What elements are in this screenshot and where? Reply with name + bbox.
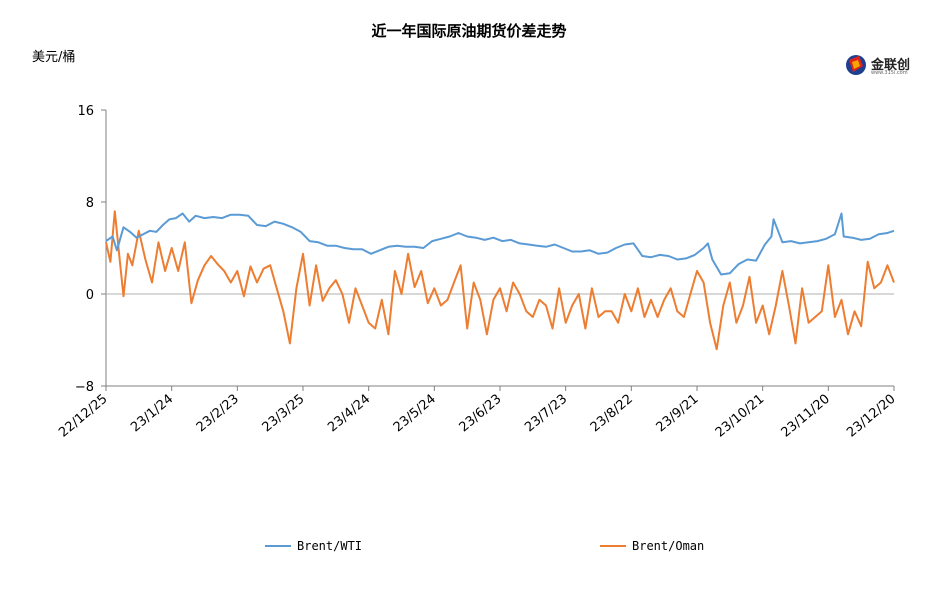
chart-title: 近一年国际原油期货价差走势 xyxy=(371,22,567,40)
series-layer xyxy=(105,210,895,351)
x-tick-label: 23/2/23 xyxy=(194,392,242,436)
x-tick-label: 23/8/22 xyxy=(588,392,636,436)
x-tick-label: 23/10/21 xyxy=(713,392,767,441)
x-tick-label: 23/6/23 xyxy=(457,392,505,436)
logo-name: 金联创 xyxy=(871,58,911,73)
x-tick-label: 23/11/20 xyxy=(779,392,833,441)
x-tick-label: 23/12/20 xyxy=(844,392,898,441)
logo-url: www.315i.com xyxy=(871,70,908,76)
y-tick-label: 8 xyxy=(86,196,94,211)
legend-item-brent-oman: Brent/Oman xyxy=(600,539,704,553)
y-tick-label: −8 xyxy=(75,380,94,395)
x-tick-label: 23/7/23 xyxy=(522,392,570,436)
y-axis-unit-label: 美元/桶 xyxy=(32,50,76,65)
legend: Brent/WTI Brent/Oman xyxy=(265,539,704,553)
x-tick-label: 23/5/24 xyxy=(391,392,439,436)
x-tick-label: 23/9/21 xyxy=(654,392,702,436)
legend-item-brent-wti: Brent/WTI xyxy=(265,539,362,553)
legend-label: Brent/WTI xyxy=(297,539,362,553)
series-line-brent-oman xyxy=(105,210,895,351)
series-line-brent-wti xyxy=(105,212,895,276)
x-tick-label: 23/1/24 xyxy=(128,392,176,436)
legend-label: Brent/Oman xyxy=(632,539,704,553)
logo-mark-icon xyxy=(846,55,866,75)
x-tick-label: 22/12/25 xyxy=(56,392,110,441)
axes: 16 8 0 −822/12/25 23/1/24 23/2/23 23/3/25 23/4/… xyxy=(56,104,898,441)
y-tick-label: 0 xyxy=(86,288,94,303)
x-tick-label: 23/4/24 xyxy=(325,392,373,436)
y-tick-label: 16 xyxy=(77,104,94,119)
x-tick-label: 23/3/25 xyxy=(260,392,308,436)
brand-logo: 金联创 www.315i.com xyxy=(845,50,920,82)
